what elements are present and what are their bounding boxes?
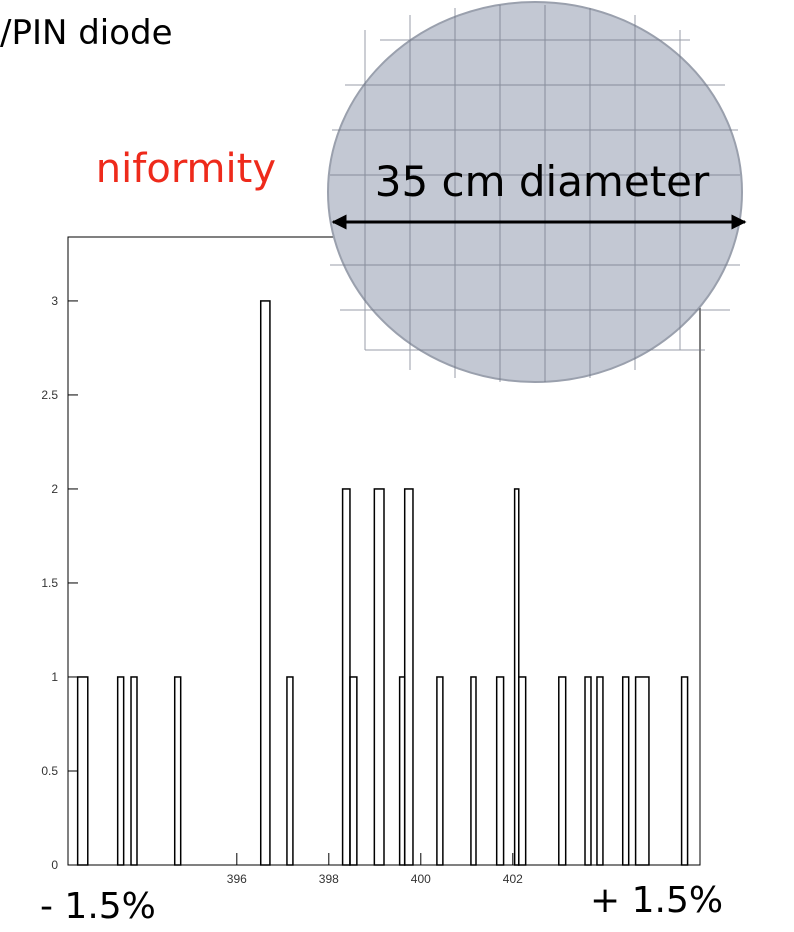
x-tick-label: 396 bbox=[227, 872, 247, 886]
x-tick-label: 402 bbox=[503, 872, 523, 886]
bar bbox=[398, 676, 406, 866]
y-tick-label: 2.5 bbox=[41, 388, 58, 402]
plot-area: 0 0.5 1 1.5 2 2.5 3 396 398 400 402 bbox=[41, 236, 701, 886]
y-tick-label: 0.5 bbox=[41, 764, 58, 778]
bar bbox=[349, 676, 358, 866]
annotation: /PIN diode bbox=[0, 13, 173, 53]
y-tick-label: 1 bbox=[51, 670, 58, 684]
bar bbox=[470, 676, 477, 866]
wafer-image bbox=[327, 1, 747, 383]
x-tick-label: 400 bbox=[411, 872, 431, 886]
bar bbox=[558, 676, 567, 866]
bar bbox=[341, 488, 351, 866]
bar bbox=[495, 676, 505, 866]
bar bbox=[373, 488, 385, 866]
bar bbox=[621, 676, 630, 866]
bar bbox=[130, 676, 138, 866]
bar bbox=[680, 676, 689, 866]
bar bbox=[76, 676, 89, 866]
bar bbox=[596, 676, 604, 866]
bar bbox=[286, 676, 294, 866]
y-tick-label: 3 bbox=[51, 294, 58, 308]
annotation: + 1.5% bbox=[590, 880, 723, 921]
y-tick-label: 2 bbox=[51, 482, 58, 496]
y-tick-label: 0 bbox=[51, 858, 58, 872]
annotation: 35 cm diameter bbox=[375, 157, 710, 206]
bar bbox=[259, 300, 271, 866]
annotation: niformity bbox=[96, 146, 276, 192]
bar bbox=[403, 488, 414, 866]
annotation: - 1.5% bbox=[40, 886, 156, 927]
bar bbox=[436, 676, 444, 866]
bar bbox=[116, 676, 125, 866]
y-tick-label: 1.5 bbox=[41, 576, 58, 590]
bar bbox=[173, 676, 182, 866]
wafer-grid bbox=[330, 5, 740, 382]
wafer bbox=[327, 1, 743, 383]
x-tick-label: 398 bbox=[319, 872, 339, 886]
bar bbox=[584, 676, 592, 866]
bar bbox=[518, 676, 527, 866]
bar bbox=[634, 676, 650, 866]
